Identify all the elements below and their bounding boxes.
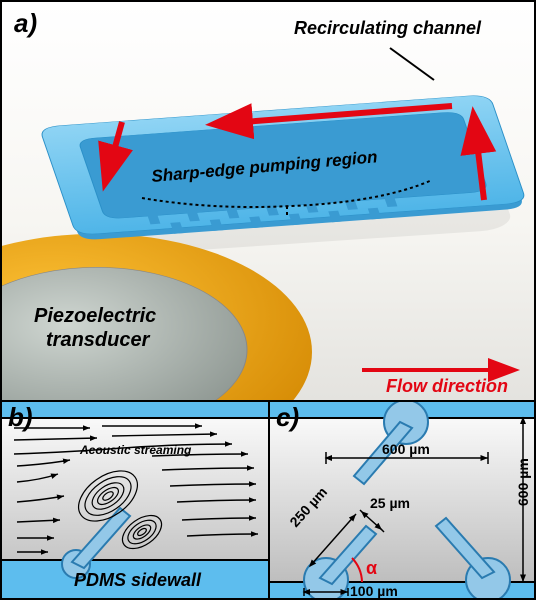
panel-c-label: c) [276, 402, 299, 432]
recirc-label: Recirculating channel [294, 18, 482, 38]
panel-b-label: b) [8, 402, 33, 432]
panel-a: a) Recirculating channel Sharp-edge pump… [2, 2, 534, 400]
panel-b-svg: b) Acoustic streaming PDMS sidewall [2, 402, 268, 598]
alpha-label: α [366, 558, 377, 578]
panel-b: b) Acoustic streaming PDMS sidewall [2, 402, 268, 598]
top-band [2, 402, 268, 418]
dim-25: 25 µm [370, 495, 410, 511]
panel-c-svg: 600 µm 600 µm 250 µm 25 µm [270, 402, 534, 598]
flow-label: Flow direction [386, 376, 508, 396]
dim-600v: 600 µm [515, 458, 531, 506]
panel-a-svg: a) Recirculating channel Sharp-edge pump… [2, 2, 534, 400]
dim-100: 100 µm [350, 583, 398, 598]
pdms-label: PDMS sidewall [74, 570, 202, 590]
dim-600h: 600 µm [382, 441, 430, 457]
figure-root: a) Recirculating channel Sharp-edge pump… [0, 0, 536, 600]
streaming-label: Acoustic streaming [79, 443, 192, 457]
panel-a-label: a) [14, 8, 37, 38]
piezo-label-1: Piezoelectric [34, 305, 156, 327]
piezo-label-2: transducer [46, 329, 151, 351]
panel-c: 600 µm 600 µm 250 µm 25 µm [270, 402, 534, 598]
